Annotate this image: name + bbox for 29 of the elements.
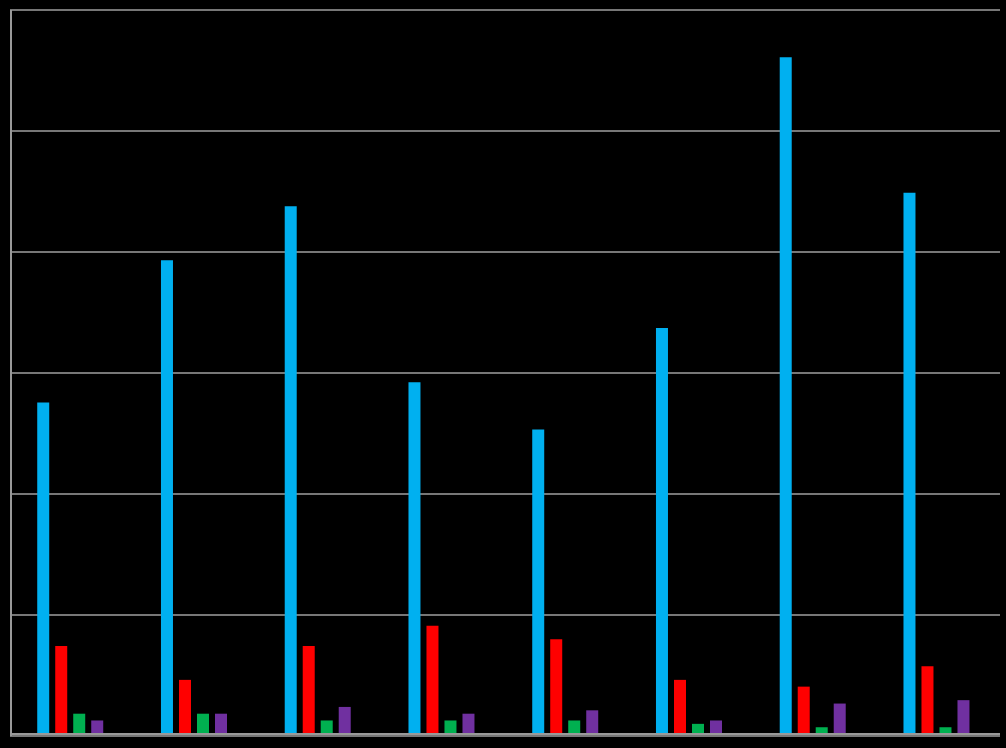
bar: [320, 720, 333, 734]
bar: [160, 260, 173, 734]
bar: [178, 679, 191, 734]
bar: [426, 625, 439, 734]
bar: [797, 686, 810, 734]
bar: [91, 720, 104, 734]
bar: [462, 713, 475, 734]
bar: [55, 646, 68, 734]
bar: [709, 720, 722, 734]
bar: [833, 703, 846, 734]
bar: [284, 206, 297, 734]
bar: [444, 720, 457, 734]
bar: [673, 679, 686, 734]
bar: [655, 328, 668, 734]
bar: [73, 713, 86, 734]
bar: [921, 666, 934, 734]
bar: [338, 706, 351, 734]
bar: [302, 646, 315, 734]
bar: [37, 402, 50, 734]
bar: [196, 713, 209, 734]
bar: [550, 639, 563, 734]
bar: [586, 710, 599, 734]
bar: [214, 713, 227, 734]
bar: [568, 720, 581, 734]
bar: [532, 429, 545, 734]
bar: [408, 382, 421, 734]
bar: [957, 700, 970, 734]
bar: [903, 192, 916, 734]
bar: [779, 57, 792, 734]
